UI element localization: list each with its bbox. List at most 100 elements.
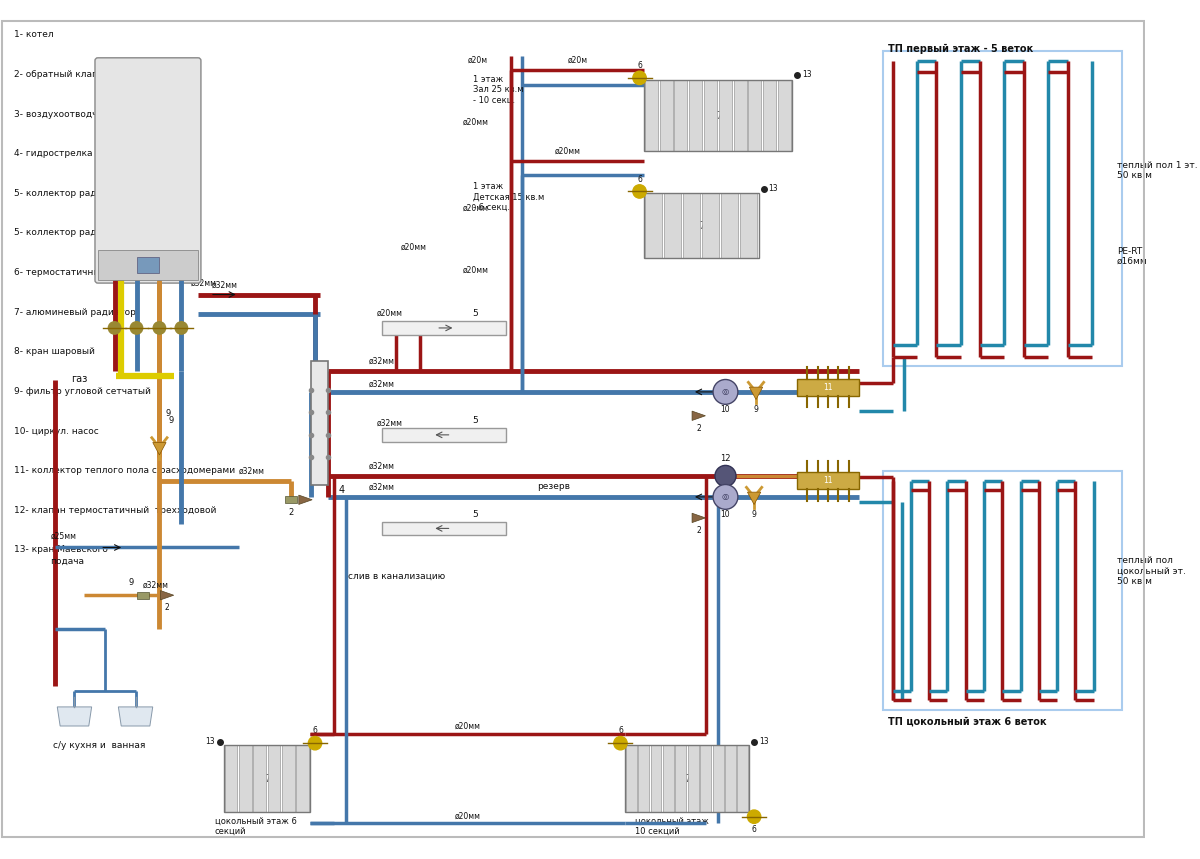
Text: 2: 2 xyxy=(164,603,169,612)
Text: 6: 6 xyxy=(637,61,642,70)
Circle shape xyxy=(308,736,322,750)
Bar xyxy=(311,362,329,485)
Text: 11: 11 xyxy=(823,382,833,392)
Text: ТП цокольный этаж 6 веток: ТП цокольный этаж 6 веток xyxy=(888,716,1046,726)
Text: ◎: ◎ xyxy=(722,492,730,502)
Bar xyxy=(382,321,506,335)
Text: ø20м: ø20м xyxy=(468,56,488,65)
Text: цокольный этаж 6
секций: цокольный этаж 6 секций xyxy=(215,817,296,836)
Bar xyxy=(676,745,686,812)
Text: 9- фильтр угловой сетчатый: 9- фильтр угловой сетчатый xyxy=(14,387,151,396)
Text: слив в канализацию: слив в канализацию xyxy=(348,571,445,581)
FancyBboxPatch shape xyxy=(95,58,200,283)
Bar xyxy=(740,193,757,259)
Text: ø32мм: ø32мм xyxy=(211,281,238,289)
Bar xyxy=(700,745,712,812)
Circle shape xyxy=(131,322,143,334)
Text: 12: 12 xyxy=(720,454,731,463)
Text: 8- кран шаровый: 8- кран шаровый xyxy=(14,347,95,356)
Bar xyxy=(296,745,308,812)
Text: 6: 6 xyxy=(751,825,756,833)
Text: 12- клапан термостатичный  трехходовой: 12- клапан термостатичный трехходовой xyxy=(14,506,217,515)
Bar xyxy=(644,80,658,151)
Text: 9: 9 xyxy=(128,578,134,588)
Bar xyxy=(797,379,859,396)
Bar xyxy=(382,521,506,535)
Bar xyxy=(382,428,506,442)
Text: теплый пол
цокольный эт.
50 кв.м: теплый пол цокольный эт. 50 кв.м xyxy=(1117,557,1186,586)
Bar xyxy=(749,80,761,151)
Text: 13: 13 xyxy=(205,737,215,746)
Polygon shape xyxy=(692,513,706,522)
Circle shape xyxy=(715,466,736,486)
Text: 2- обратный клапан: 2- обратный клапан xyxy=(14,70,110,79)
Bar xyxy=(137,258,160,272)
Text: 6: 6 xyxy=(618,726,623,735)
Polygon shape xyxy=(152,442,166,455)
Text: 4: 4 xyxy=(338,485,344,496)
Bar xyxy=(224,745,311,812)
Bar xyxy=(650,745,661,812)
Circle shape xyxy=(632,71,647,84)
Text: ø20мм: ø20мм xyxy=(455,722,481,730)
Text: PE-RT
ø16мм: PE-RT ø16мм xyxy=(1117,247,1147,266)
Polygon shape xyxy=(749,387,763,399)
Text: 9: 9 xyxy=(166,410,170,418)
Text: 7: 7 xyxy=(264,773,270,783)
Text: 9: 9 xyxy=(751,509,756,519)
Bar xyxy=(719,80,732,151)
Text: ◎: ◎ xyxy=(722,387,730,396)
Text: ø20мм: ø20мм xyxy=(463,119,488,127)
Text: 5: 5 xyxy=(472,510,478,519)
Bar xyxy=(224,745,238,812)
Text: 13- кран Маевского: 13- кран Маевского xyxy=(14,545,108,554)
Text: 10: 10 xyxy=(721,405,731,413)
Circle shape xyxy=(175,322,187,334)
Circle shape xyxy=(108,322,121,334)
Text: 13: 13 xyxy=(768,184,778,193)
Text: ø32мм: ø32мм xyxy=(191,278,217,288)
Text: резерв: резерв xyxy=(538,482,570,490)
Bar xyxy=(689,80,702,151)
Bar xyxy=(704,80,718,151)
Text: 1 этаж
Зал 25 кв.м
- 10 секц.: 1 этаж Зал 25 кв.м - 10 секц. xyxy=(473,75,523,105)
Text: 2: 2 xyxy=(696,526,701,535)
Text: 5: 5 xyxy=(472,417,478,425)
Bar xyxy=(239,745,252,812)
Bar xyxy=(286,497,296,503)
Bar xyxy=(664,193,680,259)
Text: 2: 2 xyxy=(288,508,294,516)
Circle shape xyxy=(154,322,166,334)
Text: ø32мм: ø32мм xyxy=(239,466,265,476)
Bar xyxy=(644,193,661,259)
Text: ТП первый этаж - 5 веток: ТП первый этаж - 5 веток xyxy=(888,44,1033,54)
Text: 9: 9 xyxy=(169,416,174,425)
Bar xyxy=(683,193,700,259)
Text: 1: 1 xyxy=(142,132,154,151)
Text: 7: 7 xyxy=(698,221,706,231)
Text: ø20мм: ø20мм xyxy=(463,204,488,213)
Bar xyxy=(625,745,637,812)
Circle shape xyxy=(713,484,738,509)
Bar xyxy=(644,80,792,151)
Text: 2: 2 xyxy=(696,423,701,433)
Text: 13: 13 xyxy=(802,70,811,80)
Text: ø32мм: ø32мм xyxy=(368,462,395,471)
Text: 11: 11 xyxy=(823,476,833,485)
Text: 7: 7 xyxy=(684,773,690,783)
Text: ø20мм: ø20мм xyxy=(455,811,481,820)
Bar xyxy=(688,745,698,812)
Circle shape xyxy=(713,380,738,405)
Bar xyxy=(644,193,758,259)
Text: 6- термостатичный вентиль: 6- термостатичный вентиль xyxy=(14,268,149,277)
Text: 5- коллектор радиаторов обратка: 5- коллектор радиаторов обратка xyxy=(14,228,178,237)
Polygon shape xyxy=(748,492,761,504)
Bar xyxy=(778,80,791,151)
Polygon shape xyxy=(299,495,312,504)
Bar xyxy=(713,745,724,812)
Bar xyxy=(138,592,149,599)
Text: ø32мм: ø32мм xyxy=(143,582,169,590)
Text: 9: 9 xyxy=(754,405,758,413)
Bar xyxy=(662,745,674,812)
Polygon shape xyxy=(692,411,706,420)
